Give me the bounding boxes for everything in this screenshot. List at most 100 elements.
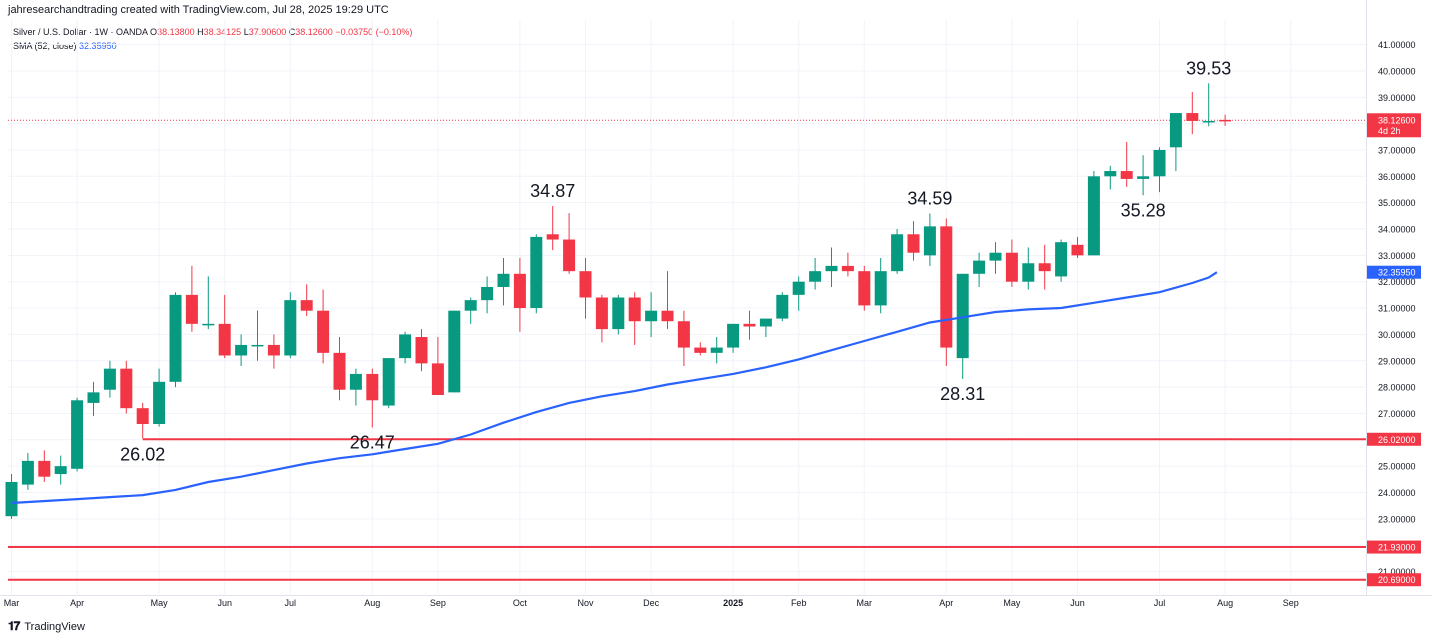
- candle-body: [185, 294, 198, 324]
- open-label: O: [150, 27, 158, 37]
- price-annotation: 35.28: [1121, 200, 1166, 220]
- x-tick-label: Sep: [1283, 598, 1299, 608]
- chart-attribution: jahresearchandtrading created with Tradi…: [8, 4, 389, 16]
- candle-body: [382, 358, 395, 406]
- candle-body: [727, 323, 740, 348]
- candle-body: [87, 392, 100, 403]
- candle-body: [694, 347, 707, 353]
- x-tick-label: 2025: [723, 598, 743, 608]
- candle-body: [1022, 263, 1035, 282]
- candle-body: [1055, 242, 1068, 277]
- candle-body: [21, 460, 34, 485]
- high-label: H: [197, 27, 204, 37]
- y-tick-label: 27.00000: [1378, 409, 1416, 419]
- candle-body: [825, 265, 838, 272]
- price-annotation: 28.31: [940, 384, 985, 404]
- candle-body: [1104, 171, 1117, 177]
- candle-body: [513, 273, 526, 309]
- candle-body: [300, 300, 313, 311]
- candle-body: [989, 252, 1002, 261]
- x-tick-label: May: [151, 598, 169, 608]
- y-tick-label: 24.00000: [1378, 488, 1416, 498]
- candle-body: [120, 368, 133, 409]
- candle-body: [54, 466, 67, 475]
- candle-body: [5, 481, 18, 517]
- level-price-tag-bg: [1367, 432, 1421, 446]
- candle-body: [858, 271, 871, 306]
- candle-body: [841, 265, 854, 272]
- candle-body: [349, 373, 362, 390]
- candle-body: [448, 310, 461, 393]
- candle-body: [563, 239, 576, 272]
- candle-body: [1153, 149, 1166, 177]
- y-tick-label: 31.00000: [1378, 304, 1416, 314]
- level-price-tag: 20.69000: [1378, 575, 1416, 585]
- y-tick-label: 40.00000: [1378, 66, 1416, 76]
- candle-body: [907, 234, 920, 253]
- y-tick-label: 39.00000: [1378, 93, 1416, 103]
- candle-body: [645, 310, 658, 322]
- candle-body: [874, 271, 887, 306]
- y-tick-label: 23.00000: [1378, 514, 1416, 524]
- y-tick-label: 28.00000: [1378, 383, 1416, 393]
- y-tick-label: 21.00000: [1378, 567, 1416, 577]
- candle-body: [776, 294, 789, 319]
- candle-body: [153, 381, 166, 424]
- candle-body: [38, 460, 51, 477]
- candle-body: [1186, 113, 1199, 121]
- change-value: −0.03750 (−0.10%): [335, 27, 413, 37]
- last-price-tag-countdown: 4d 2h: [1378, 126, 1401, 136]
- x-tick-label: Nov: [577, 598, 594, 608]
- candle-body: [628, 297, 641, 322]
- x-tick-label: Oct: [513, 598, 528, 608]
- x-tick-label: Apr: [939, 598, 953, 608]
- tradingview-logo[interactable]: 𝟏𝟕 TradingView: [8, 619, 85, 634]
- candle-body: [612, 297, 625, 330]
- candle-body: [1137, 176, 1150, 179]
- x-tick-label: Dec: [643, 598, 660, 608]
- x-tick-label: Sep: [430, 598, 446, 608]
- candle-body: [415, 337, 428, 364]
- x-tick-label: Jun: [217, 598, 232, 608]
- tradingview-brand: TradingView: [24, 620, 85, 633]
- symbol-legend: Silver / U.S. Dollar · 1W · OANDA O38.13…: [13, 27, 412, 37]
- x-tick-label: Apr: [70, 598, 84, 608]
- x-tick-label: Feb: [791, 598, 807, 608]
- y-tick-label: 30.00000: [1378, 330, 1416, 340]
- candle-body: [1169, 113, 1182, 148]
- x-tick-label: Aug: [364, 598, 380, 608]
- x-tick-label: Jul: [1154, 598, 1166, 608]
- sma-legend: SMA (52, close) 32.35950: [13, 41, 117, 51]
- candle-body: [235, 344, 248, 356]
- candle-body: [956, 273, 969, 359]
- y-tick-label: 34.00000: [1378, 225, 1416, 235]
- candle-body: [1219, 119, 1232, 122]
- candle-body: [973, 260, 986, 274]
- candle-body: [923, 226, 936, 256]
- price-annotation: 39.53: [1186, 58, 1231, 78]
- y-tick-label: 41.00000: [1378, 40, 1416, 50]
- candle-body: [546, 234, 559, 240]
- candle-body: [1071, 244, 1084, 256]
- candle-body: [1120, 171, 1133, 179]
- candle-body: [1005, 252, 1018, 282]
- tradingview-logo-icon: 𝟏𝟕: [8, 619, 20, 633]
- candle-body: [366, 373, 379, 401]
- last-price-tag-bg: [1367, 113, 1421, 138]
- candle-body: [677, 321, 690, 348]
- candle-body: [530, 236, 543, 309]
- candle-body: [579, 271, 592, 298]
- candle-body: [1202, 120, 1215, 123]
- candle-body: [71, 400, 84, 469]
- level-price-tag: 21.93000: [1378, 543, 1416, 553]
- x-tick-label: May: [1003, 598, 1021, 608]
- high-value: 38.34125: [203, 27, 242, 37]
- x-tick-label: Jul: [285, 598, 297, 608]
- y-tick-label: 37.00000: [1378, 145, 1416, 155]
- level-price-tag-bg: [1367, 540, 1421, 554]
- level-price-tag-bg: [1367, 573, 1421, 587]
- candle-body: [284, 300, 297, 356]
- x-tick-label: Jun: [1070, 598, 1085, 608]
- y-tick-label: 32.00000: [1378, 277, 1416, 287]
